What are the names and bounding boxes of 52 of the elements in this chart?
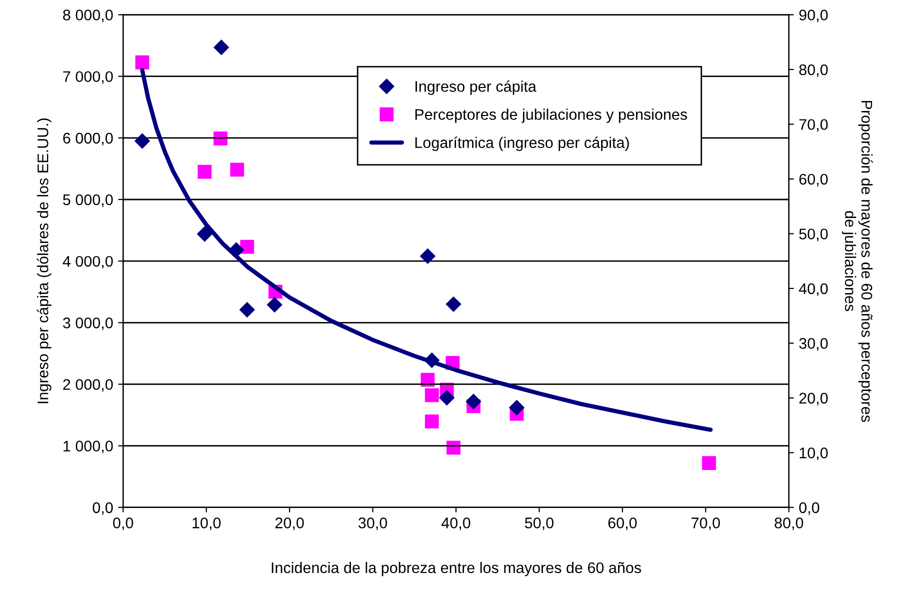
point (446, 296, 462, 312)
point (240, 302, 255, 318)
x-tick-label: 30,0 (358, 518, 388, 530)
x-tick-label: 60,0 (608, 518, 637, 530)
y-tick-label: 3 000,0 (63, 318, 113, 330)
x-tick-label: 80,0 (774, 518, 804, 530)
y-tick-label: 5 000,0 (63, 194, 113, 207)
point (267, 297, 282, 312)
legend-label: Logarítmica (ingreso per cápita) (415, 136, 629, 152)
point (466, 394, 482, 410)
point (439, 390, 454, 406)
y2-tick-label: 40,0 (798, 283, 828, 296)
point (134, 133, 150, 149)
x-tick-label: 70,0 (692, 518, 720, 530)
y-tick-label: 6 000,0 (63, 132, 113, 146)
y2-tick-label: 0,0 (799, 502, 820, 515)
point (198, 164, 212, 179)
x-tick-label: 20,0 (275, 518, 304, 530)
point (135, 55, 150, 70)
y2-tick-label: 20,0 (799, 392, 828, 406)
y2-tick-label: 30,0 (799, 338, 828, 351)
point (214, 132, 228, 146)
point (424, 414, 439, 428)
legend-label: Perceptores de jubilaciones y pensiones (415, 108, 688, 123)
y-tick-label: 8 000,0 (63, 10, 113, 22)
point (214, 40, 229, 55)
y2-tick-label: 90,0 (799, 10, 828, 22)
y2-tick-label: 70,0 (799, 119, 828, 132)
y2-tick-label: 50,0 (799, 228, 828, 242)
x-axis-title: Incidencia de la pobreza entre los mayores de 60 años (272, 562, 642, 576)
point (240, 240, 254, 254)
legend-label: Ingreso per cápita (416, 80, 536, 95)
y-axis-title: Ingreso per cápita (dólares de los EE.UU.) (36, 118, 52, 404)
point (230, 162, 244, 177)
point (197, 226, 212, 242)
point (509, 400, 524, 416)
y2-tick-label: 10,0 (800, 448, 828, 460)
x-tick-label: 50,0 (524, 518, 554, 530)
point (420, 248, 436, 264)
point (702, 456, 716, 470)
x-tick-label: 10,0 (192, 518, 221, 530)
y-tick-label: 7 000,0 (63, 71, 113, 84)
y-tick-label: 4 000,0 (62, 256, 113, 269)
y-tick-label: 2 000,0 (63, 379, 113, 392)
x-tick-label: 40,0 (441, 518, 470, 530)
y-tick-label: 1 000,0 (64, 440, 113, 454)
y2-axis-title: Proporción de mayores de 60 años perceptores de jubilaciones (842, 100, 873, 422)
y2-tick-label: 80,0 (799, 64, 828, 77)
x-tick-label: 0,0 (113, 518, 134, 530)
y2-tick-label: 60,0 (799, 174, 828, 186)
y-tick-label: 0,0 (92, 502, 113, 515)
point (424, 388, 439, 402)
